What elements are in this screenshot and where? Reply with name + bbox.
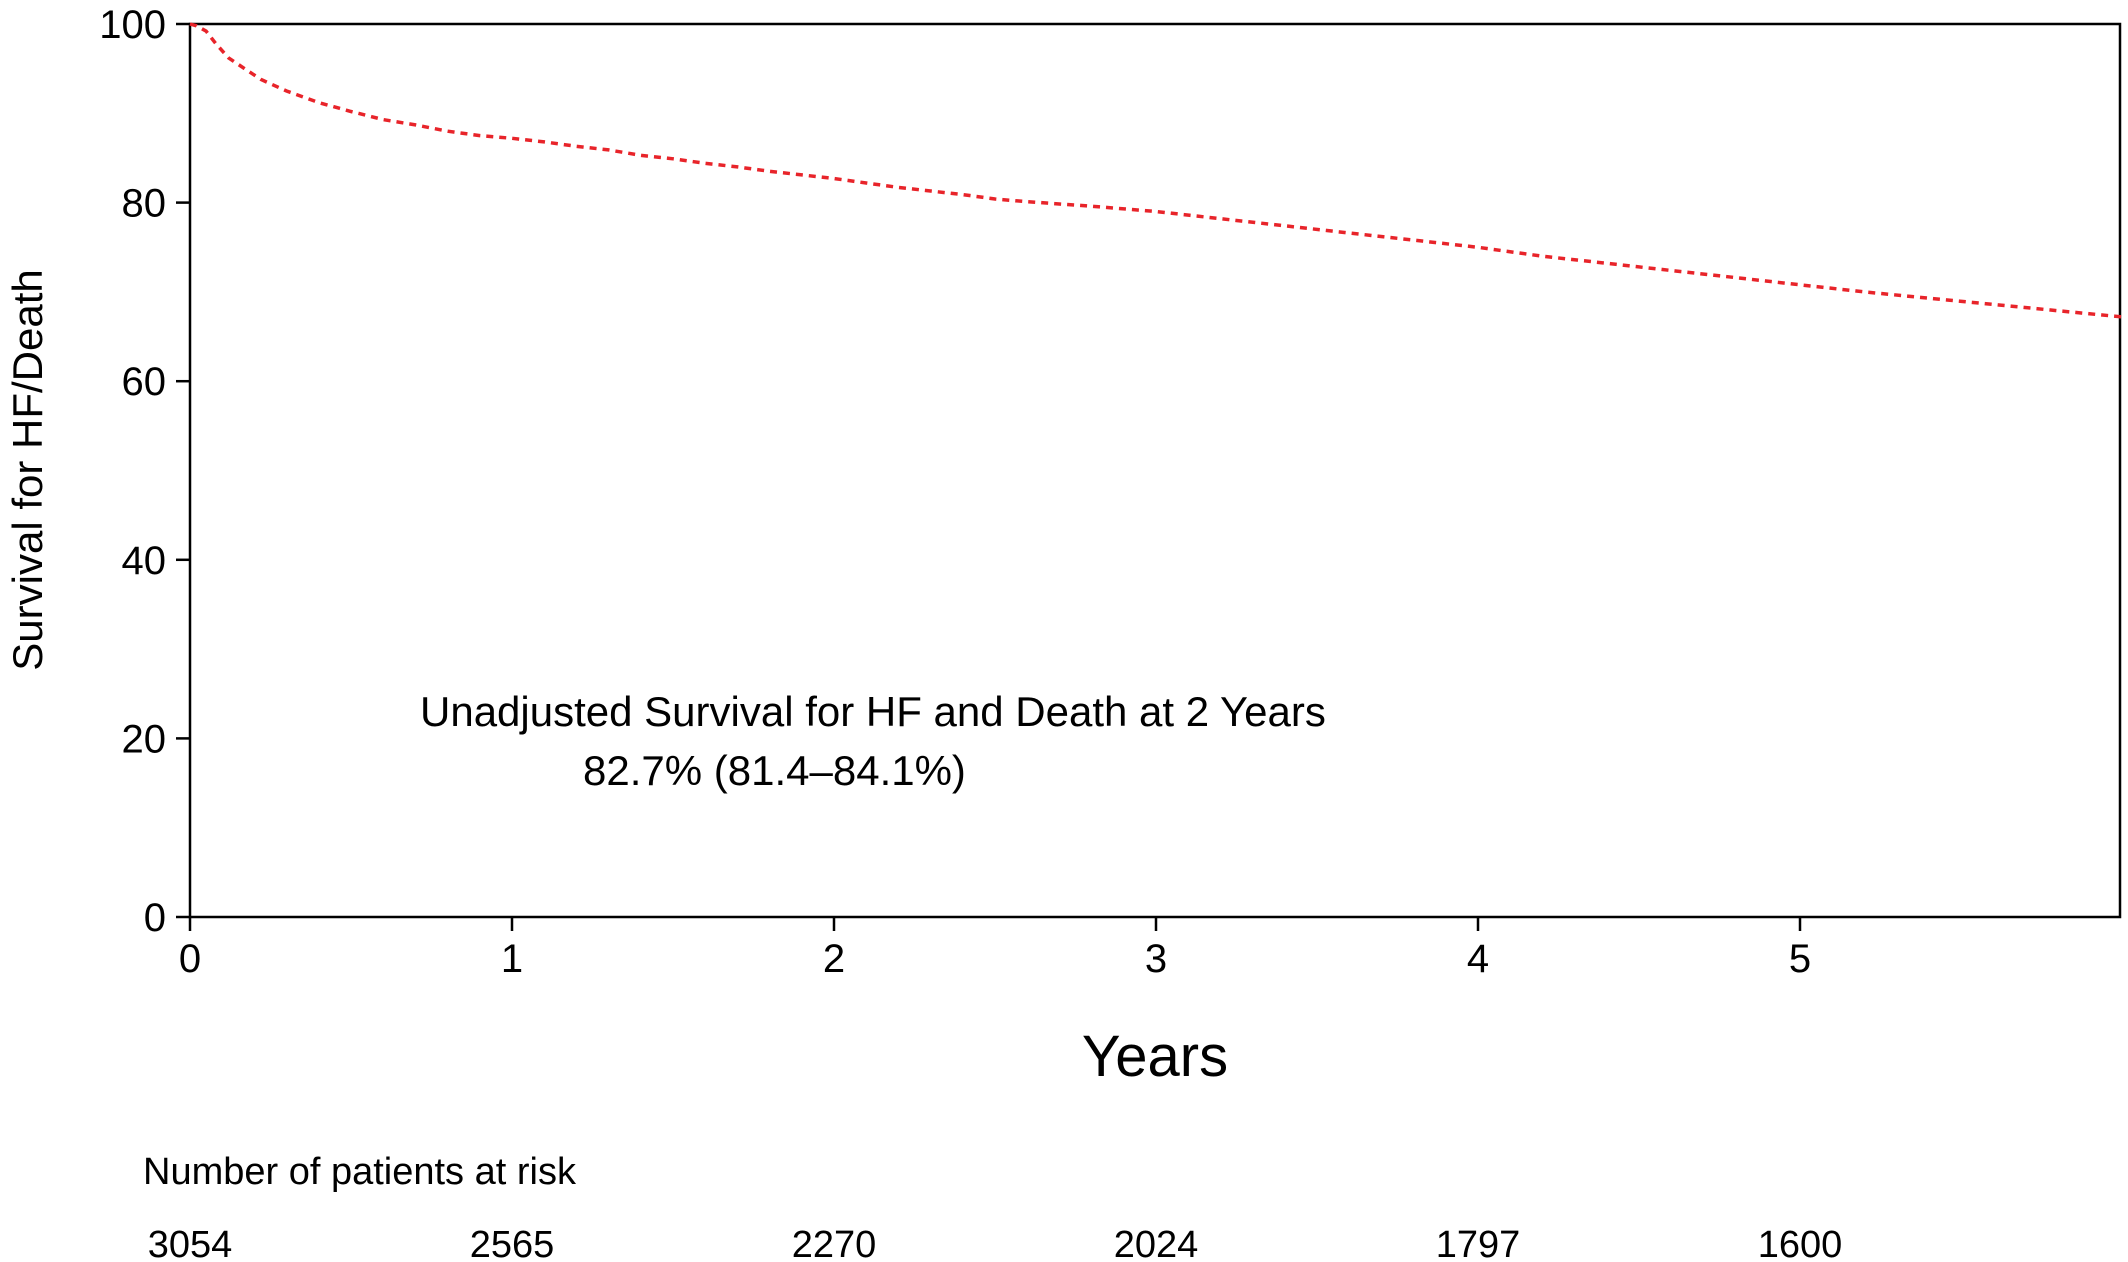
y-tick-label: 60 [122, 360, 167, 404]
risk-table-title: Number of patients at risk [143, 1151, 577, 1193]
risk-value: 1600 [1758, 1224, 1843, 1262]
x-axis-ticks: 0 1 2 3 4 5 [179, 917, 1811, 981]
y-axis-ticks: 0 20 40 60 80 100 [99, 3, 190, 940]
plot-frame [188, 22, 2122, 919]
x-tick-label: 2 [823, 937, 845, 981]
x-tick-label: 0 [179, 937, 201, 981]
annotation-line-2: 82.7% (81.4–84.1%) [583, 747, 966, 794]
y-tick-label: 20 [122, 717, 167, 761]
x-tick-label: 4 [1467, 937, 1489, 981]
y-axis-title: Survival for HF/Death [4, 269, 51, 670]
risk-value: 2270 [792, 1224, 877, 1262]
x-tick-label: 5 [1789, 937, 1811, 981]
y-tick-label: 0 [144, 896, 166, 940]
y-tick-label: 40 [122, 539, 167, 583]
risk-value: 2024 [1114, 1224, 1199, 1262]
risk-value: 1797 [1436, 1224, 1521, 1262]
y-tick-label: 80 [122, 182, 167, 226]
series-layer [189, 22, 2123, 319]
risk-table-values: 3054 2565 2270 2024 1797 1600 [148, 1224, 1843, 1262]
risk-value: 3054 [148, 1224, 233, 1262]
x-axis-title: Years [1082, 1024, 1228, 1089]
survival-curve [189, 22, 2123, 319]
x-tick-label: 3 [1145, 937, 1167, 981]
annotation-line-1: Unadjusted Survival for HF and Death at … [420, 688, 1326, 735]
x-tick-label: 1 [501, 937, 523, 981]
y-tick-label: 100 [99, 3, 166, 47]
risk-value: 2565 [470, 1224, 555, 1262]
